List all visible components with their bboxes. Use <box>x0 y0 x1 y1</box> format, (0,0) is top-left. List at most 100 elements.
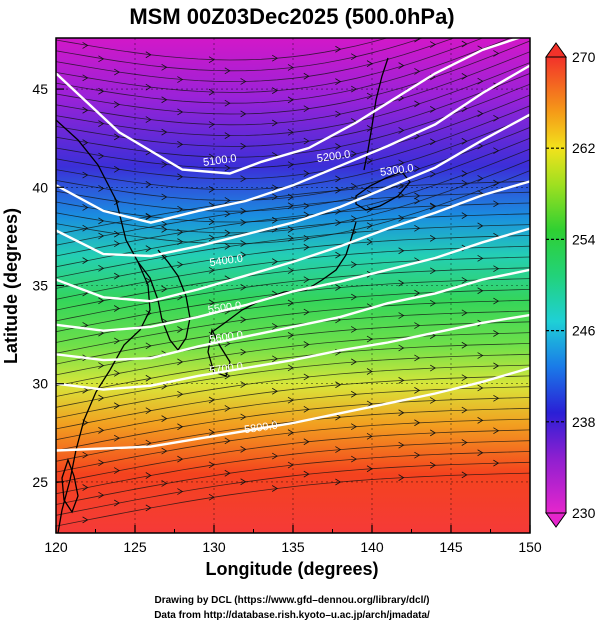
wind-arrow <box>98 362 105 369</box>
wind-arrow <box>414 354 421 362</box>
x-tick-label: 145 <box>439 539 463 555</box>
wind-arrow <box>161 220 168 228</box>
contour-label: 5800.0 <box>243 420 278 437</box>
wind-arrow <box>398 127 405 134</box>
wind-arrow <box>82 484 89 491</box>
streamline <box>56 170 530 245</box>
wind-arrow <box>461 277 468 284</box>
wind-arrow <box>287 267 294 274</box>
wind-arrow <box>224 67 231 75</box>
wind-arrow <box>271 258 278 265</box>
contour-label: 5200.0 <box>316 149 351 166</box>
wind-arrow <box>82 42 89 49</box>
wind-arrow <box>145 504 152 512</box>
wind-arrow <box>429 397 436 404</box>
wind-arrow <box>113 133 120 141</box>
wind-arrow <box>303 211 310 219</box>
x-axis-title: Longitude (degrees) <box>205 559 378 579</box>
wind-arrow <box>493 330 500 337</box>
wind-arrow <box>335 478 342 486</box>
wind-arrow <box>113 68 120 76</box>
wind-arrow <box>461 179 468 187</box>
wind-arrow <box>145 212 152 220</box>
wind-arrow <box>461 73 468 80</box>
y-tick-label: 35 <box>32 278 48 294</box>
wind-arrow <box>177 423 184 431</box>
wind-arrow <box>287 364 294 372</box>
wind-arrow <box>429 299 436 307</box>
wind-arrow <box>335 413 342 421</box>
wind-arrow <box>461 439 468 446</box>
wind-arrow <box>493 427 500 435</box>
wind-arrow <box>208 429 215 436</box>
wind-arrow <box>98 55 105 63</box>
wind-arrow <box>350 261 357 268</box>
wind-arrow <box>366 432 373 440</box>
wind-arrow <box>493 297 500 305</box>
wind-arrow <box>398 214 405 222</box>
wind-arrow <box>271 452 278 460</box>
streamline <box>56 213 530 268</box>
credit-drawing: Drawing by DCL (https://www.gfd–dennou.o… <box>154 595 429 606</box>
wind-arrow <box>335 175 342 183</box>
wind-arrow <box>82 74 89 82</box>
y-tick-label: 45 <box>32 81 48 97</box>
wind-arrow <box>461 212 468 219</box>
wind-arrow <box>161 285 168 293</box>
wind-arrow <box>224 210 231 218</box>
wind-arrow <box>177 455 184 463</box>
x-tick-label: 125 <box>123 539 147 555</box>
colorbar-max-triangle <box>545 42 567 58</box>
wind-arrow <box>303 243 310 251</box>
wind-arrow <box>113 369 120 377</box>
wind-arrow <box>335 446 342 453</box>
wind-arrow <box>414 224 421 232</box>
wind-arrow <box>224 164 231 172</box>
wind-arrow <box>335 110 342 118</box>
wind-arrow <box>477 449 484 457</box>
wind-arrow <box>161 193 168 201</box>
wind-arrow <box>240 240 247 247</box>
wind-arrow <box>350 150 357 158</box>
coastline-taiwan <box>61 458 79 514</box>
wind-arrow <box>303 405 310 413</box>
wind-arrow <box>398 247 405 255</box>
wind-arrow <box>303 170 310 177</box>
wind-arrow <box>414 322 421 329</box>
wind-arrow <box>429 170 436 178</box>
wind-arrow <box>398 159 405 167</box>
wind-arrow <box>177 261 184 269</box>
wind-arrow <box>98 459 105 467</box>
wind-arrow <box>98 152 105 160</box>
chart-title: MSM 00Z03Dec2025 (500.0hPa) <box>129 4 454 29</box>
wind-arrow <box>82 224 89 232</box>
wind-arrow <box>224 405 231 412</box>
wind-arrow <box>240 316 247 324</box>
wind-arrow <box>271 216 278 224</box>
y-axis: 25 30 35 40 45 <box>32 81 64 490</box>
wind-arrow <box>208 267 215 274</box>
wind-arrow <box>113 101 120 108</box>
x-axis: 120 125 130 135 140 145 150 <box>44 525 542 555</box>
x-tick-label: 135 <box>281 539 305 555</box>
coastline-kyushu <box>207 327 231 377</box>
colorbar-tick-label: 270 <box>572 49 596 65</box>
wind-arrow <box>113 272 120 280</box>
wind-arrow <box>98 185 105 192</box>
wind-arrow <box>224 132 231 139</box>
wind-arrow <box>303 137 310 145</box>
colorbar-tick-label: 254 <box>572 231 596 247</box>
wind-arrow <box>429 138 436 146</box>
wind-arrow <box>113 240 120 248</box>
wind-arrow <box>271 193 278 201</box>
wind-arrow <box>429 41 436 48</box>
wind-arrow <box>224 469 231 477</box>
streamline <box>56 202 530 257</box>
wind-arrow <box>177 358 184 366</box>
wind-arrow <box>398 182 405 190</box>
wind-arrow <box>271 323 278 330</box>
wind-arrow <box>366 157 373 165</box>
contour-line <box>56 366 530 452</box>
credit-data: Data from http://database.rish.kyoto–u.a… <box>154 610 430 621</box>
wind-arrow <box>240 142 247 150</box>
